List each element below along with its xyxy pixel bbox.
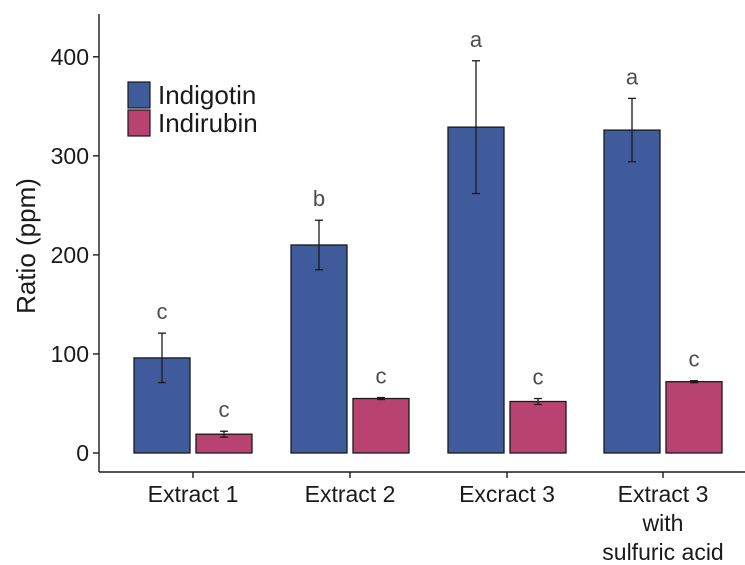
bar	[665, 381, 723, 454]
legend-label-indigotin: Indigotin	[158, 80, 256, 110]
x-tick-label: Extract 1	[148, 481, 239, 507]
x-tick-label: with	[642, 510, 684, 536]
legend-swatch-indigotin	[127, 81, 151, 109]
bar	[509, 400, 567, 454]
significance-label: a	[626, 64, 639, 89]
x-tick-label: Extract 2	[305, 481, 396, 507]
y-tick-label: 0	[76, 440, 89, 466]
bar	[352, 397, 410, 454]
x-tick-label: Extract 3	[618, 481, 709, 507]
significance-label: c	[533, 365, 544, 390]
bar	[290, 244, 348, 454]
legend-label-indirubin: Indirubin	[158, 108, 258, 138]
y-tick-label: 300	[51, 143, 89, 169]
significance-label: c	[689, 347, 700, 372]
significance-label: a	[470, 27, 483, 52]
y-tick-label: 200	[51, 242, 89, 268]
y-axis-title: Ratio (ppm)	[11, 178, 41, 314]
x-tick-label: Excract 3	[459, 481, 555, 507]
bar	[603, 129, 661, 454]
significance-label: c	[376, 364, 387, 389]
significance-label: c	[157, 299, 168, 324]
y-tick-label: 400	[51, 44, 89, 70]
significance-label: c	[219, 397, 230, 422]
legend: Indigotin Indirubin	[127, 80, 258, 138]
legend-swatch-indirubin	[127, 109, 151, 137]
y-tick-label: 100	[51, 341, 89, 367]
significance-label: b	[313, 186, 325, 211]
x-tick-label: sulfuric acid	[602, 539, 723, 565]
